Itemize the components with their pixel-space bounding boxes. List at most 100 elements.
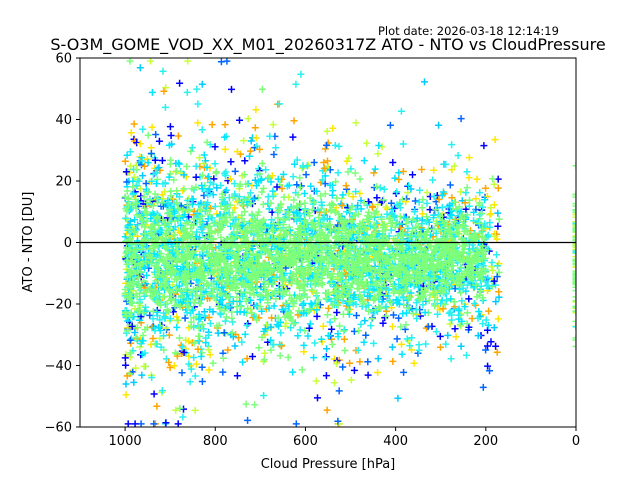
data-point	[166, 170, 174, 178]
data-point	[429, 176, 437, 184]
data-point	[310, 159, 318, 166]
data-point	[289, 173, 297, 181]
data-point	[131, 420, 139, 427]
data-point	[166, 364, 174, 371]
data-point	[313, 312, 321, 320]
data-point	[153, 175, 161, 183]
data-point	[369, 314, 376, 322]
data-point	[258, 160, 266, 167]
data-point	[487, 204, 495, 212]
data-point	[195, 332, 203, 340]
x-tick-label: 200	[473, 434, 498, 449]
data-point	[331, 379, 338, 387]
data-point	[294, 311, 302, 319]
data-point	[229, 333, 237, 341]
data-point	[336, 322, 344, 330]
data-point	[297, 182, 305, 190]
data-point	[172, 406, 180, 414]
data-point	[364, 358, 372, 366]
data-point	[172, 168, 180, 176]
data-point	[124, 420, 132, 427]
data-point	[130, 120, 138, 128]
data-point	[442, 160, 450, 168]
data-point	[333, 194, 341, 202]
data-point	[176, 334, 183, 342]
data-point	[432, 229, 440, 237]
data-point	[298, 301, 306, 309]
data-point	[474, 332, 482, 340]
data-point	[494, 222, 502, 230]
data-point	[155, 164, 163, 172]
data-point	[240, 137, 248, 145]
data-point	[220, 329, 228, 337]
data-point	[256, 145, 264, 153]
data-point	[130, 173, 138, 181]
data-point	[323, 406, 331, 414]
data-point	[162, 419, 170, 427]
data-point	[454, 152, 462, 159]
data-point	[235, 334, 242, 342]
data-point	[354, 202, 362, 209]
data-point	[492, 281, 499, 289]
data-point	[340, 335, 348, 343]
data-point	[231, 204, 239, 212]
data-point	[155, 137, 163, 145]
data-point	[391, 174, 399, 182]
data-point	[379, 197, 387, 205]
data-point	[382, 303, 390, 311]
data-point	[176, 404, 184, 412]
data-point	[351, 169, 359, 177]
data-point	[435, 121, 443, 129]
data-point	[326, 166, 334, 174]
data-point	[198, 126, 206, 134]
data-point	[352, 300, 360, 308]
x-axis-label: Cloud Pressure [hPa]	[261, 457, 396, 472]
data-point	[142, 180, 150, 187]
data-point	[198, 378, 206, 385]
data-point	[390, 311, 397, 319]
data-point	[378, 143, 386, 151]
data-point	[138, 371, 146, 379]
data-point	[494, 184, 502, 192]
data-point	[252, 106, 260, 114]
data-point	[176, 79, 184, 87]
data-point	[345, 310, 353, 318]
data-point	[126, 336, 134, 344]
data-point	[437, 343, 444, 351]
data-point	[468, 315, 476, 322]
x-tick-label: 800	[203, 434, 228, 449]
data-point	[440, 213, 448, 221]
data-point	[446, 181, 454, 189]
data-point	[306, 320, 314, 328]
data-point	[323, 141, 331, 149]
data-point	[158, 191, 166, 199]
data-point	[170, 362, 178, 370]
data-point	[258, 333, 266, 341]
data-point	[486, 367, 493, 375]
data-point	[495, 288, 503, 296]
data-point	[442, 340, 450, 348]
data-point	[121, 354, 129, 362]
data-point	[461, 199, 469, 207]
data-point	[325, 304, 332, 312]
data-point	[282, 322, 289, 330]
data-point	[331, 141, 339, 149]
data-point	[472, 195, 480, 203]
y-tick-label: −20	[45, 298, 72, 313]
data-point	[311, 339, 319, 347]
data-point	[214, 329, 222, 337]
data-point	[246, 152, 253, 160]
y-tick-label: 0	[64, 236, 72, 251]
data-point	[486, 211, 494, 219]
data-point	[177, 341, 185, 349]
data-point	[339, 363, 347, 371]
data-point	[479, 383, 487, 391]
data-point	[321, 180, 329, 188]
data-point	[292, 80, 300, 88]
data-point	[300, 341, 308, 349]
data-point	[228, 85, 235, 93]
data-point	[258, 188, 266, 196]
data-point	[356, 358, 364, 366]
data-point	[324, 311, 331, 319]
